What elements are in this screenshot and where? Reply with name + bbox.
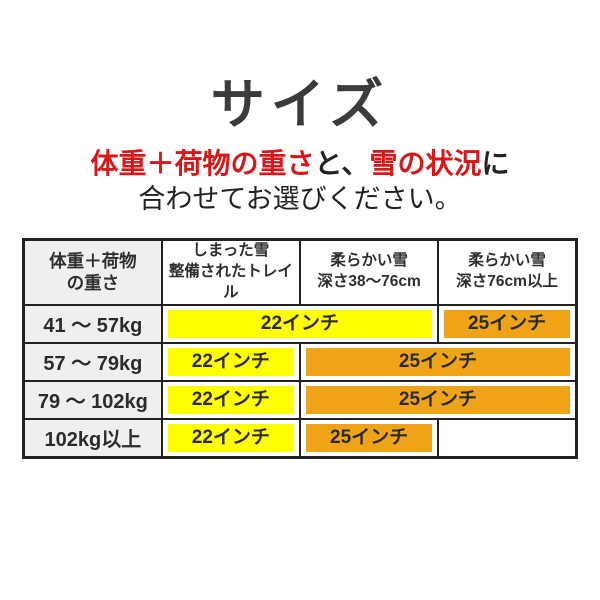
size-bar-25inch: 25インチ	[306, 423, 433, 452]
header-soft-snow-mid-line2: 深さ38〜76cm	[317, 273, 421, 291]
header-row: 体重＋荷物 の重さ しまった雪 整備されたトレイル 柔らかい雪 深さ38〜76c…	[22, 238, 578, 306]
header-packed-snow: しまった雪 整備されたトレイル	[160, 238, 302, 306]
subtitle-weight-highlight: 体重＋荷物の重さ	[90, 148, 315, 179]
size-bar-25inch: 25インチ	[444, 309, 570, 338]
cell-22inch: 22インチ	[160, 341, 302, 382]
row-weight-label: 79 〜 102kg	[22, 379, 163, 420]
header-packed-snow-line1: しまった雪	[192, 242, 270, 259]
subtitle-connector2: に	[481, 148, 510, 179]
cell-25inch: 25インチ	[298, 417, 440, 459]
row-weight-label: 57 〜 79kg	[22, 341, 163, 382]
size-bar-22inch: 22インチ	[167, 385, 294, 414]
header-soft-snow-deep-line2: 深さ76cm以上	[456, 273, 558, 291]
size-bar-25inch: 25インチ	[306, 385, 570, 414]
subtitle-snow-highlight: 雪の状況	[369, 148, 482, 179]
table-row: 79 〜 102kg 22インチ 25インチ	[22, 379, 578, 420]
size-bar-22inch: 22インチ	[167, 347, 294, 376]
size-bar-25inch: 25インチ	[306, 347, 570, 376]
size-table: 体重＋荷物 の重さ しまった雪 整備されたトレイル 柔らかい雪 深さ38〜76c…	[22, 238, 578, 459]
subtitle: 体重＋荷物の重さと、雪の状況に 合わせてお選びください。	[0, 146, 600, 216]
cell-25inch: 25インチ	[437, 303, 578, 344]
page-title: サイズ	[210, 75, 390, 135]
size-bar-22inch: 22インチ	[167, 309, 433, 338]
cell-25inch-span: 25インチ	[299, 341, 578, 382]
size-bar-22inch: 22インチ	[167, 423, 294, 452]
table-row: 102kg以上 22インチ 25インチ	[22, 417, 578, 459]
header-soft-snow-deep-line1: 柔らかい雪	[468, 252, 546, 270]
subtitle-connector1: と、	[314, 148, 370, 179]
header-packed-snow-line2: 整備されたトレイル	[168, 262, 293, 301]
header-soft-snow-mid-line1: 柔らかい雪	[330, 252, 408, 270]
cell-22inch: 22インチ	[160, 379, 302, 420]
cell-25inch-span: 25インチ	[299, 379, 578, 420]
table-row: 41 〜 57kg 22インチ 25インチ	[22, 303, 578, 344]
cell-22inch-span: 22インチ	[160, 303, 440, 344]
cell-22inch: 22インチ	[160, 417, 302, 459]
row-weight-label: 41 〜 57kg	[22, 303, 163, 344]
header-weight: 体重＋荷物 の重さ	[22, 238, 163, 306]
header-weight-line2: の重さ	[66, 273, 120, 294]
header-soft-snow-mid: 柔らかい雪 深さ38〜76cm	[298, 238, 440, 306]
cell-empty	[437, 417, 578, 459]
subtitle-line2: 合わせてお選びください。	[138, 183, 462, 214]
subtitle-line1: 体重＋荷物の重さと、雪の状況に	[0, 146, 600, 182]
row-weight-label: 102kg以上	[22, 417, 163, 459]
header-weight-line1: 体重＋荷物	[49, 250, 137, 271]
table-row: 57 〜 79kg 22インチ 25インチ	[22, 341, 578, 382]
header-soft-snow-deep: 柔らかい雪 深さ76cm以上	[437, 238, 578, 306]
